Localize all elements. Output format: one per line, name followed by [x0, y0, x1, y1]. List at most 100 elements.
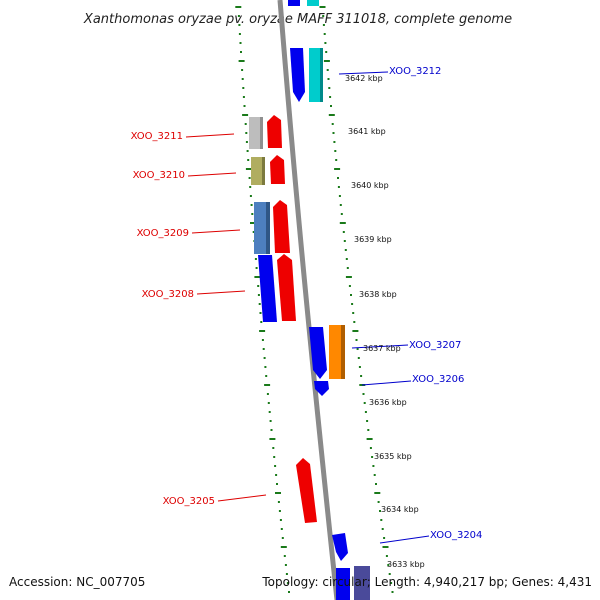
right-ruler-tick [327, 78, 330, 80]
gene-block-xoo3212-b[interactable] [309, 48, 323, 102]
left-ruler-tick [255, 267, 258, 269]
gene-arrow-xoo3212-a[interactable] [290, 48, 305, 102]
right-ruler-tick [351, 303, 354, 305]
right-ruler-tick [331, 123, 334, 125]
right-ruler-tick [380, 519, 383, 521]
gene-arrow-xoo3210-b[interactable] [270, 155, 285, 184]
left-ruler-tick [278, 510, 281, 512]
gene-label-xoo3206[interactable]: XOO_3206 [412, 374, 464, 385]
label-leader-lines [185, 71, 430, 544]
scale-label-3641: 3641 kbp [348, 127, 386, 136]
gene-arrow-xoo3211-b[interactable] [267, 115, 282, 148]
left-ruler-tick [273, 456, 276, 458]
right-ruler-tick [352, 312, 355, 314]
left-ruler-tick [263, 357, 266, 359]
gene-block-partial-top-blue[interactable] [288, 0, 300, 6]
right-ruler-tick [350, 294, 352, 296]
left-ruler-tick [269, 438, 276, 440]
right-ruler-tick [334, 168, 341, 170]
gene-label-xoo3208[interactable]: XOO_3208 [142, 289, 194, 300]
gene-arrow-xoo3208-b[interactable] [277, 254, 296, 321]
gene-shade-xoo3211 [260, 117, 263, 149]
left-ruler-tick [244, 123, 247, 125]
right-ruler-tick [322, 15, 325, 17]
gene-shade-xoo3209 [266, 202, 270, 254]
right-ruler-tick [319, 6, 326, 8]
gene-arrow-xoo3204[interactable] [332, 533, 348, 561]
left-ruler-tick [254, 276, 261, 278]
left-ruler-tick [280, 546, 287, 548]
gene-block-xoo3210-a[interactable] [251, 157, 265, 185]
right-ruler-tick [323, 60, 330, 62]
right-ruler-tick [346, 267, 349, 269]
right-ruler-tick [338, 195, 341, 197]
right-ruler-tick [334, 150, 337, 152]
gene-label-xoo3204[interactable]: XOO_3204 [430, 530, 482, 541]
scale-label-3636: 3636 kbp [369, 398, 407, 407]
right-ruler-tick [374, 492, 381, 494]
right-ruler-tick [391, 591, 394, 593]
gene-block-xoo3211-a[interactable] [249, 117, 263, 149]
gene-label-xoo3212[interactable]: XOO_3212 [389, 66, 441, 77]
right-ruler-tick [339, 204, 342, 206]
left-ruler-tick [242, 114, 249, 116]
right-ruler-tick [328, 114, 335, 116]
scale-label-3634: 3634 kbp [381, 505, 419, 514]
gene-arrow-xoo3206[interactable] [314, 381, 329, 396]
right-ruler-tick [382, 546, 389, 548]
gene-block-partial-top-cyan[interactable] [307, 0, 319, 6]
right-ruler-tick [375, 483, 377, 485]
left-ruler-tick [280, 528, 283, 530]
gene-label-xoo3207[interactable]: XOO_3207 [409, 340, 461, 351]
left-ruler [235, 6, 290, 593]
right-ruler-tick [333, 141, 336, 143]
right-ruler-tick [377, 501, 380, 503]
right-ruler-tick [388, 573, 391, 575]
right-ruler-tick [323, 33, 326, 35]
gene-arrow-xoo3205[interactable] [296, 458, 317, 523]
left-ruler-tick [259, 330, 266, 332]
right-ruler-tick [343, 240, 346, 242]
left-ruler-tick [265, 375, 268, 377]
left-ruler-tick [238, 24, 241, 26]
left-ruler-tick [264, 366, 267, 368]
scale-label-3642: 3642 kbp [345, 74, 383, 83]
gene-label-xoo3211[interactable]: XOO_3211 [131, 131, 183, 142]
right-ruler-tick [355, 339, 358, 341]
scale-label-3639: 3639 kbp [354, 235, 392, 244]
gene-shade-xoo3212 [320, 48, 323, 102]
left-ruler-tick [245, 141, 248, 143]
gene-label-xoo3205[interactable]: XOO_3205 [163, 496, 215, 507]
right-ruler-tick [326, 69, 329, 71]
left-ruler-tick [246, 150, 249, 152]
scale-label-3635: 3635 kbp [374, 452, 412, 461]
gene-block-partial-bottom-a[interactable] [336, 568, 350, 600]
gene-arrow-xoo3209-b[interactable] [273, 200, 290, 253]
left-ruler-tick [276, 483, 278, 485]
right-ruler-tick [369, 447, 372, 449]
gene-shade-xoo3210 [262, 157, 265, 185]
right-ruler-tick [390, 582, 393, 584]
left-ruler-tick [245, 132, 248, 134]
left-ruler-tick [240, 51, 242, 53]
left-ruler-tick [275, 474, 278, 476]
right-ruler-tick [340, 213, 343, 215]
right-ruler-tick [332, 132, 335, 134]
left-ruler-tick [262, 348, 265, 350]
gene-arrow-xoo3208-a[interactable] [258, 255, 277, 322]
scale-label-3637: 3637 kbp [363, 344, 401, 353]
right-ruler-tick [366, 438, 373, 440]
left-ruler-tick [268, 411, 271, 413]
gene-label-xoo3209[interactable]: XOO_3209 [137, 228, 189, 239]
right-ruler-tick [362, 393, 365, 395]
right-ruler-tick [383, 537, 386, 539]
gene-label-xoo3210[interactable]: XOO_3210 [133, 170, 185, 181]
right-ruler-tick [348, 285, 351, 287]
left-ruler-tick [250, 204, 253, 206]
left-ruler-tick [238, 60, 245, 62]
gene-block-partial-bottom-b[interactable] [354, 566, 370, 600]
left-ruler-tick [241, 78, 244, 80]
right-ruler-tick [352, 330, 359, 332]
gene-arrow-xoo3207-a[interactable] [309, 327, 327, 379]
